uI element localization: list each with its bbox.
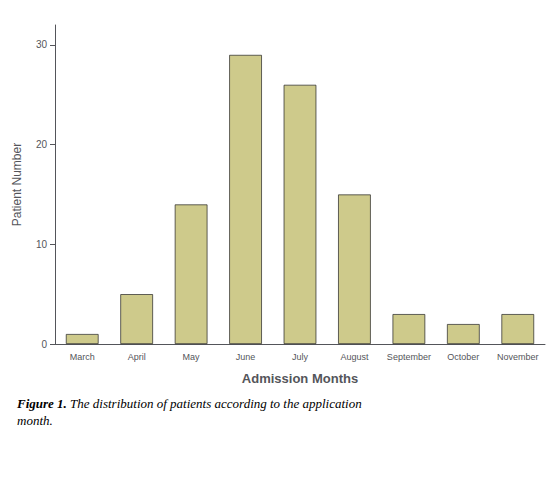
svg-text:0: 0 xyxy=(41,339,47,350)
svg-text:month.: month. xyxy=(17,413,53,428)
svg-text:10: 10 xyxy=(36,239,48,250)
svg-text:July: July xyxy=(292,352,309,362)
svg-text:Admission Months: Admission Months xyxy=(242,371,358,386)
svg-text:20: 20 xyxy=(36,139,48,150)
svg-text:Figure 1.: Figure 1. xyxy=(16,396,67,411)
svg-text:Patient Number: Patient Number xyxy=(10,143,24,226)
svg-text:April: April xyxy=(128,352,146,362)
svg-text:June: June xyxy=(236,352,256,362)
svg-text:March: March xyxy=(70,352,95,362)
svg-text:November: November xyxy=(497,352,539,362)
svg-text:August: August xyxy=(340,352,369,362)
svg-text:The distribution of patients a: The distribution of patients according t… xyxy=(70,396,362,411)
svg-text:30: 30 xyxy=(36,39,48,50)
svg-text:October: October xyxy=(447,352,479,362)
svg-text:September: September xyxy=(387,352,431,362)
svg-text:May: May xyxy=(183,352,201,362)
